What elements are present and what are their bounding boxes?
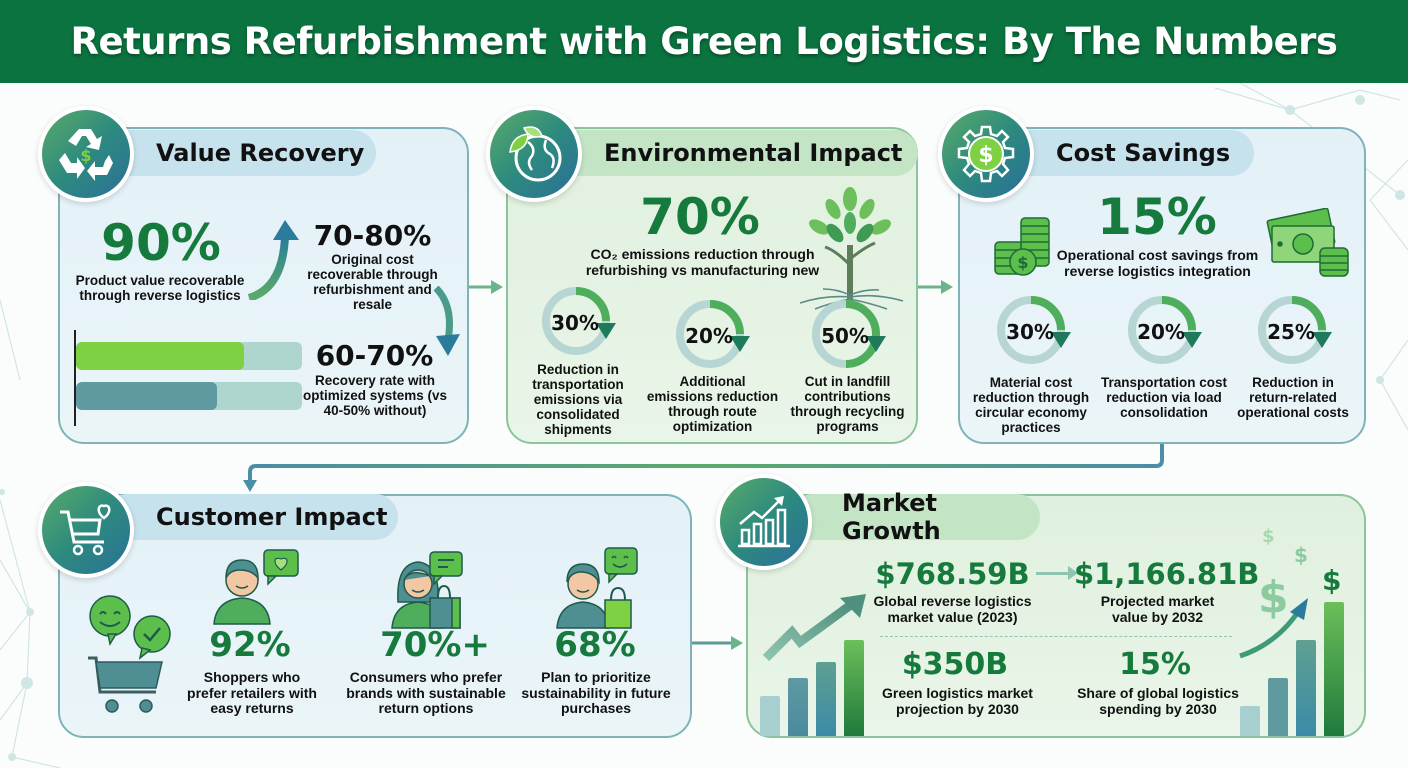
market-stat-2-label: Projected market value by 2032 — [1100, 593, 1215, 625]
bar-optimized — [76, 342, 244, 370]
market-left-bar-chart — [760, 590, 870, 736]
happy-cart-icon — [88, 595, 171, 713]
dollar-signs-curved-arrow-icon: $ $ $ $ — [1239, 526, 1341, 659]
market-stat-1-value: $768.59B — [875, 557, 1030, 591]
circular-arrow-icon — [1128, 296, 1202, 364]
arrow-value-to-environment — [469, 280, 503, 294]
cost-ring-2: 20% — [1124, 292, 1204, 372]
market-right-bar-4 — [1324, 602, 1344, 736]
market-stat-2-value: $1,166.81B — [1074, 557, 1260, 591]
cost-ring-1: 30% — [993, 292, 1073, 372]
market-stat-4-value: 15% — [1119, 647, 1191, 682]
person-heart-bubble-icon — [213, 549, 299, 625]
value-recovery-title: Value Recovery — [104, 130, 376, 176]
svg-text:$: $ — [1258, 572, 1289, 623]
customer-stat-2-label: Consumers who prefer brands with sustain… — [346, 669, 506, 717]
circular-arrow-icon — [812, 300, 886, 368]
value-recovery-rate-label: Recovery rate with optimized systems (vs… — [302, 373, 448, 419]
coin-stack-icon: $ — [994, 217, 1050, 276]
value-recovery-cost-label: Original cost recoverable through refurb… — [307, 252, 438, 313]
svg-text:$: $ — [1294, 543, 1308, 567]
globe-leaf-icon — [486, 106, 582, 202]
bar-without — [76, 382, 217, 410]
bar-chart-axis — [74, 330, 76, 426]
cash-bills-icon — [1266, 208, 1349, 277]
customer-stat-3-label: Plan to prioritize sustainability in fut… — [521, 669, 671, 717]
svg-text:$: $ — [1017, 253, 1028, 272]
market-stat-3-label: Green logistics market projection by 203… — [882, 685, 1033, 717]
cart-heart-icon — [38, 482, 134, 578]
market-bar-2 — [788, 678, 808, 736]
market-divider — [880, 636, 1232, 637]
customer-stat-3-value: 68% — [554, 625, 636, 665]
arrow-cost-to-customer — [248, 444, 1164, 482]
market-stat-3-value: $350B — [901, 647, 1009, 682]
svg-text:$: $ — [1262, 526, 1275, 547]
value-recovery-cost-stat: 70-80% — [313, 219, 432, 252]
customer-stat-2-value: 70%+ — [380, 625, 490, 665]
customer-stat-1-value: 92% — [209, 625, 291, 665]
cost-savings-main-stat: 15% — [1097, 188, 1217, 246]
environmental-impact-title: Environmental Impact — [552, 130, 918, 176]
arrow-environment-to-cost — [918, 280, 953, 294]
circular-arrow-icon — [676, 300, 750, 368]
growth-chart-icon — [716, 474, 812, 570]
tree-roots-icon — [799, 187, 904, 310]
arrow-customer-to-market — [692, 636, 743, 650]
env-ring-2: 20% — [672, 296, 752, 376]
cost-ring-1-label: Material cost reduction through circular… — [972, 375, 1090, 436]
person-smile-bag-icon — [556, 547, 638, 629]
market-growth-title: Market Growth — [790, 489, 1040, 545]
curved-up-arrow-icon — [247, 220, 299, 300]
value-recovery-rate-stat: 60-70% — [315, 339, 434, 372]
env-ring-3-label: Cut in landfill contributions through re… — [790, 374, 905, 435]
env-ring-2-label: Additional emissions reduction through r… — [646, 374, 779, 435]
market-arrow-icon — [1036, 572, 1072, 575]
page-header: Returns Refurbishment with Green Logisti… — [0, 0, 1408, 83]
market-stat-4-label: Share of global logistics spending by 20… — [1077, 685, 1239, 717]
value-recovery-main-label: Product value recoverable through revers… — [75, 273, 245, 304]
svg-text:$: $ — [80, 146, 91, 165]
market-right-bar-chart: $ $ $ $ — [1236, 520, 1356, 736]
circular-arrow-icon — [997, 296, 1071, 364]
svg-text:$: $ — [1322, 564, 1341, 597]
market-bar-1 — [760, 696, 780, 736]
recovery-bar-chart — [74, 330, 304, 426]
environmental-main-label: CO₂ emissions reduction through refurbis… — [585, 246, 820, 278]
curved-down-arrow-icon — [433, 286, 460, 356]
market-bar-4 — [844, 640, 864, 736]
env-ring-1-label: Reduction in transportation emissions vi… — [532, 362, 624, 438]
market-right-bar-1 — [1240, 706, 1260, 736]
customer-stat-1-label: Shoppers who prefer retailers with easy … — [187, 669, 317, 717]
zigzag-up-arrow-icon — [762, 594, 866, 662]
woman-shopping-bag-icon — [391, 551, 463, 629]
customer-impact-title: Customer Impact — [104, 494, 398, 540]
cost-ring-3-label: Reduction in return-related operational … — [1237, 375, 1349, 421]
market-arrow-head — [1068, 566, 1078, 580]
market-bar-3 — [816, 662, 836, 736]
circular-arrow-icon — [542, 287, 616, 355]
recycle-dollar-icon: $ — [38, 106, 134, 202]
cost-savings-main-label: Operational cost savings from reverse lo… — [1056, 247, 1259, 279]
circular-arrow-icon — [1258, 296, 1332, 364]
environmental-main-stat: 70% — [640, 188, 760, 246]
market-stat-1-label: Global reverse logistics market value (2… — [873, 593, 1032, 625]
cost-ring-2-label: Transportation cost reduction via load c… — [1100, 375, 1227, 421]
cost-savings-title: Cost Savings — [1004, 130, 1254, 176]
market-right-bar-3 — [1296, 640, 1316, 736]
value-recovery-main-stat: 90% — [101, 214, 221, 272]
svg-text:$: $ — [978, 143, 993, 168]
market-right-bar-2 — [1268, 678, 1288, 736]
gear-dollar-icon: $ — [938, 106, 1034, 202]
env-ring-1: 30% — [538, 283, 618, 363]
page-title: Returns Refurbishment with Green Logisti… — [70, 20, 1338, 63]
cost-ring-3: 25% — [1254, 292, 1334, 372]
bar-track-without — [76, 382, 302, 410]
bar-track-optimized — [76, 342, 302, 370]
env-ring-3: 50% — [808, 296, 888, 376]
